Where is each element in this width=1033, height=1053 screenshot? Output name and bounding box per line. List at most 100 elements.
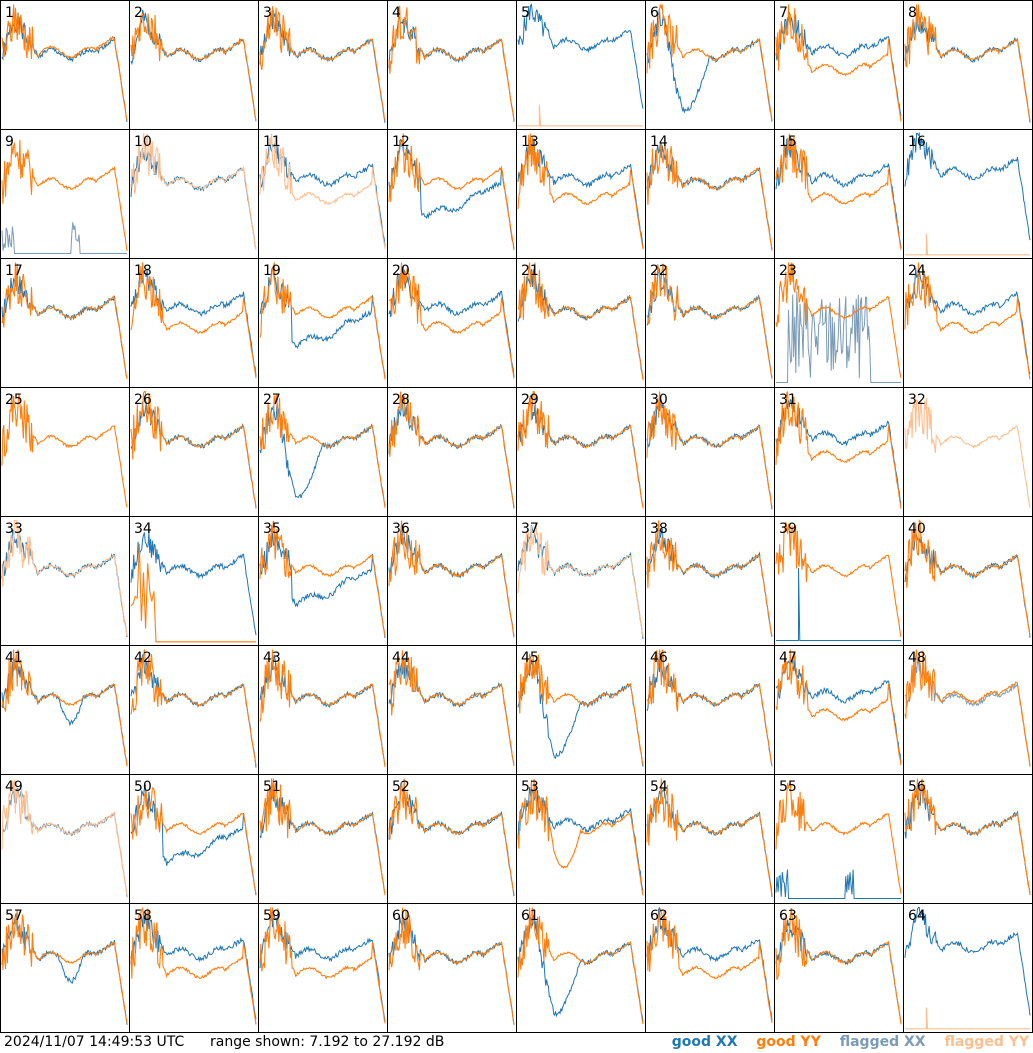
- yy-series-line: [1, 4, 128, 121]
- yy-series-line: [259, 520, 386, 637]
- yy-series-line: [1, 393, 128, 508]
- panel-label: 12: [392, 134, 410, 150]
- panel-label: 64: [908, 908, 926, 924]
- panel-39: 39: [774, 516, 904, 646]
- xx-series-line: [1, 222, 127, 254]
- panel-38: 38: [645, 516, 775, 646]
- panel-frame: [258, 645, 388, 775]
- yy-series-line: [646, 520, 773, 636]
- panel-54: 54: [645, 774, 775, 904]
- xx-series-line: [904, 907, 1031, 1016]
- panel-frame: [516, 258, 646, 388]
- yy-series-line: [646, 649, 773, 767]
- panel-label: 61: [521, 908, 539, 924]
- panel-label: 3: [263, 5, 272, 21]
- panel-label: 48: [908, 650, 926, 666]
- panel-label: 62: [650, 908, 668, 924]
- xx-series-line: [130, 911, 257, 1020]
- panel-label: 53: [521, 779, 539, 795]
- panel-label: 58: [134, 908, 152, 924]
- panel-20: 20: [387, 258, 517, 388]
- panel-12: 12: [387, 129, 517, 259]
- panel-37: 37: [516, 516, 646, 646]
- panel-49: 49: [0, 774, 130, 904]
- panel-frame: [0, 516, 130, 646]
- xx-series-line: [775, 869, 901, 899]
- yy-series-line: [259, 262, 386, 380]
- panel-64: 64: [903, 903, 1033, 1033]
- panel-55: 55: [774, 774, 904, 904]
- yy-series-line: [904, 649, 1031, 767]
- yy-series-line: [130, 133, 257, 250]
- panel-26: 26: [129, 387, 259, 517]
- yy-series-line: [1, 779, 128, 895]
- yy-series-line: [646, 263, 773, 380]
- xx-series-line: [388, 138, 515, 249]
- panel-label: 29: [521, 392, 539, 408]
- panel-label: 34: [134, 521, 152, 537]
- panel-label: 13: [521, 134, 539, 150]
- panel-label: 24: [908, 263, 926, 279]
- range-label: range shown: 7.192 to 27.192 dB: [210, 1034, 445, 1050]
- yy-series-line: [388, 778, 515, 895]
- panel-label: 44: [392, 650, 410, 666]
- panel-16: 16: [903, 129, 1033, 259]
- yy-series-line: [388, 133, 515, 251]
- xx-series-line: [517, 138, 644, 248]
- yy-series-line: [517, 262, 644, 381]
- panel-9: 9: [0, 129, 130, 259]
- yy-series-line: [775, 262, 902, 379]
- panel-42: 42: [129, 645, 259, 775]
- panel-label: 14: [650, 134, 668, 150]
- yy-series-line: [388, 391, 515, 507]
- yy-series-line: [905, 233, 1030, 256]
- panel-53: 53: [516, 774, 646, 904]
- panel-label: 10: [134, 134, 152, 150]
- panel-label: 42: [134, 650, 152, 666]
- panel-label: 43: [263, 650, 281, 666]
- panel-label: 16: [908, 134, 926, 150]
- xx-series-line: [1, 529, 128, 638]
- panel-57: 57: [0, 903, 130, 1033]
- xx-series-line: [130, 269, 257, 377]
- panel-frame: [774, 387, 904, 517]
- xx-series-line: [130, 531, 257, 636]
- panel-label: 46: [650, 650, 668, 666]
- panel-28: 28: [387, 387, 517, 517]
- yy-series-line: [1, 909, 128, 1024]
- panel-label: 36: [392, 521, 410, 537]
- panel-label: 30: [650, 392, 668, 408]
- panel-31: 31: [774, 387, 904, 517]
- yy-series-line: [130, 262, 257, 379]
- panel-27: 27: [258, 387, 388, 517]
- panel-label: 22: [650, 263, 668, 279]
- yy-series-line: [775, 781, 902, 894]
- yy-series-line: [517, 133, 644, 250]
- panel-58: 58: [129, 903, 259, 1033]
- panel-label: 41: [5, 650, 23, 666]
- yy-series-line: [775, 391, 902, 509]
- panel-label: 18: [134, 263, 152, 279]
- panel-32: 32: [903, 387, 1033, 517]
- panel-label: 49: [5, 779, 23, 795]
- panel-label: 60: [392, 908, 410, 924]
- panel-label: 33: [5, 521, 23, 537]
- legend-good-xx: good XX: [671, 1034, 738, 1050]
- panel-frame: [774, 774, 904, 904]
- panel-13: 13: [516, 129, 646, 259]
- timestamp: 2024/11/07 14:49:53 UTC: [4, 1034, 185, 1050]
- yy-series-line: [775, 4, 902, 122]
- panel-label: 63: [779, 908, 797, 924]
- panel-label: 38: [650, 521, 668, 537]
- panel-label: 2: [134, 5, 143, 21]
- panel-label: 35: [263, 521, 281, 537]
- panel-label: 52: [392, 779, 410, 795]
- legend-flagged-xx: flagged XX: [839, 1034, 926, 1050]
- yy-series-line: [388, 650, 515, 766]
- yy-series-line: [388, 907, 515, 1025]
- yy-series-line: [130, 390, 257, 509]
- panel-63: 63: [774, 903, 904, 1033]
- panel-label: 45: [521, 650, 539, 666]
- yy-series-line: [130, 12, 257, 122]
